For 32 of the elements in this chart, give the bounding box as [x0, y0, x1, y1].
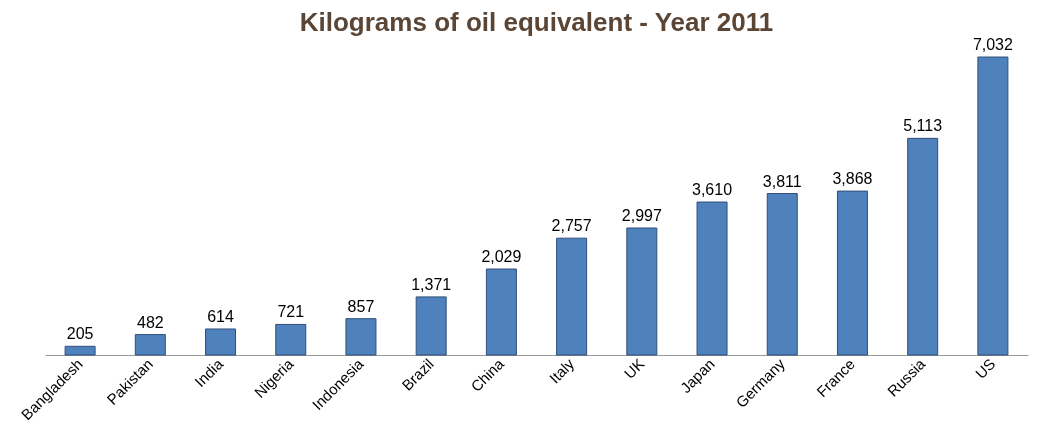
bar [836, 190, 868, 356]
bar [134, 334, 166, 356]
bar [205, 328, 237, 356]
bar [64, 345, 96, 356]
bar [415, 296, 447, 356]
data-label: 2,757 [551, 217, 592, 235]
data-label: 721 [277, 303, 305, 321]
bar [977, 56, 1009, 356]
data-label: 857 [347, 297, 375, 315]
bar [485, 268, 517, 356]
data-label: 482 [136, 313, 164, 331]
data-label: 5,113 [903, 117, 943, 135]
bar [556, 237, 588, 356]
bar [907, 137, 939, 356]
chart-title: Kilograms of oil equivalent - Year 2011 [299, 7, 774, 37]
data-label: 2,029 [481, 248, 522, 266]
bar [696, 201, 728, 356]
x-tick-label: Italy [545, 354, 578, 387]
data-label: 1,371 [411, 275, 452, 293]
data-label: 3,868 [832, 170, 873, 188]
bar [766, 193, 798, 356]
bar [345, 318, 377, 356]
data-label: 205 [66, 325, 94, 343]
data-label: 3,811 [762, 172, 802, 190]
x-tick-label: UK [620, 355, 648, 382]
bar [626, 227, 658, 356]
data-label: 3,610 [692, 181, 733, 199]
data-label: 614 [207, 307, 234, 325]
x-tick-label: US [971, 355, 999, 382]
data-label: 7,032 [972, 36, 1014, 54]
data-label: 2,997 [621, 207, 662, 224]
bar [275, 323, 307, 356]
